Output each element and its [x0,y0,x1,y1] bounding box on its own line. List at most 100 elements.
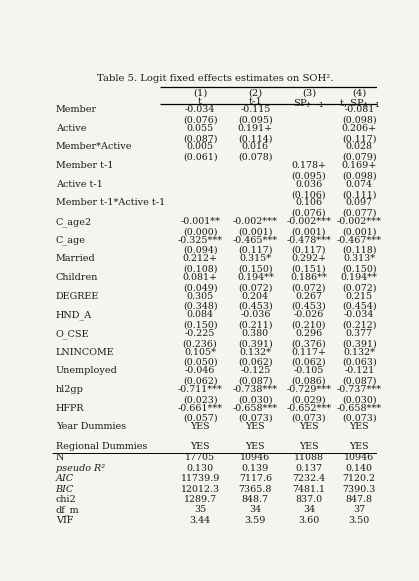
Text: DEGREE: DEGREE [56,292,99,300]
Text: 0.140: 0.140 [346,464,373,473]
Text: (0.117): (0.117) [238,246,273,255]
Text: 0.267: 0.267 [295,292,323,300]
Text: 0.380: 0.380 [242,329,269,338]
Text: 3.50: 3.50 [349,516,370,525]
Text: -0.026: -0.026 [294,310,324,320]
Text: -0.105: -0.105 [294,366,324,375]
Text: (0.072): (0.072) [238,284,273,292]
Text: 0.194**: 0.194** [341,273,378,282]
Text: 0.130: 0.130 [186,464,214,473]
Text: O_CSE: O_CSE [56,329,89,339]
Text: (2): (2) [248,88,262,97]
Text: LNINCOME: LNINCOME [56,347,114,357]
Text: -0.002***: -0.002*** [233,217,278,226]
Text: (0.000): (0.000) [183,227,217,236]
Text: YES: YES [246,442,265,451]
Text: (0.001): (0.001) [292,227,326,236]
Text: (0.094): (0.094) [183,246,217,255]
Text: (4): (4) [352,88,367,97]
Text: -0.711***: -0.711*** [178,385,222,394]
Text: 0.315*: 0.315* [239,254,272,263]
Text: (0.062): (0.062) [292,358,326,367]
Text: 12012.3: 12012.3 [181,485,220,494]
Text: 0.106: 0.106 [295,198,323,207]
Text: Active t-1: Active t-1 [56,180,103,189]
Text: 17705: 17705 [185,454,215,462]
Text: -0.001**: -0.001** [180,217,220,226]
Text: Member t-1*Active t-1: Member t-1*Active t-1 [56,198,165,207]
Text: 837.0: 837.0 [295,495,323,504]
Text: Unemployed: Unemployed [56,366,117,375]
Text: (0.073): (0.073) [292,414,326,423]
Text: 7232.4: 7232.4 [292,474,326,483]
Text: (0.236): (0.236) [183,339,217,348]
Text: -0.325***: -0.325*** [178,236,222,245]
Text: t-1: t-1 [248,97,262,106]
Text: 0.036: 0.036 [295,180,323,189]
Text: Children: Children [56,273,98,282]
Text: (0.062): (0.062) [183,376,217,386]
Text: -0.652***: -0.652*** [286,404,331,413]
Text: 3.59: 3.59 [245,516,266,525]
Text: 0.204: 0.204 [242,292,269,300]
Text: BIC: BIC [56,485,74,494]
Text: -0.478***: -0.478*** [287,236,331,245]
Text: (0.076): (0.076) [183,116,217,124]
Text: Member: Member [56,105,97,114]
Text: 35: 35 [194,505,206,514]
Text: 0.313*: 0.313* [343,254,375,263]
Text: (0.087): (0.087) [238,376,273,386]
Text: chi2: chi2 [56,495,76,504]
Text: Married: Married [56,254,96,263]
Text: (0.117): (0.117) [292,246,326,255]
Text: 0.132*: 0.132* [239,347,272,357]
Text: t: t [198,97,202,106]
Text: (0.210): (0.210) [292,321,326,329]
Text: -0.729***: -0.729*** [287,385,331,394]
Text: 0.191+: 0.191+ [238,124,273,132]
Text: (0.001): (0.001) [238,227,273,236]
Text: (0.150): (0.150) [238,265,273,274]
Text: (0.391): (0.391) [238,339,273,348]
Text: (0.118): (0.118) [342,246,377,255]
Text: 10946: 10946 [240,454,270,462]
Text: 0.139: 0.139 [242,464,269,473]
Text: hl2gp: hl2gp [56,385,83,394]
Text: -0.658***: -0.658*** [233,404,278,413]
Text: 0.055: 0.055 [186,124,214,132]
Text: -0.737***: -0.737*** [337,385,382,394]
Text: 37: 37 [353,505,365,514]
Text: YES: YES [190,422,210,431]
Text: -0.046: -0.046 [185,366,215,375]
Text: YES: YES [299,422,319,431]
Text: (0.106): (0.106) [292,190,326,199]
Text: (0.453): (0.453) [292,302,326,311]
Text: (0.114): (0.114) [238,134,273,143]
Text: (0.086): (0.086) [292,376,326,386]
Text: 0.215: 0.215 [346,292,373,300]
Text: (0.087): (0.087) [342,376,377,386]
Text: (0.117): (0.117) [342,134,377,143]
Text: -0.465***: -0.465*** [233,236,278,245]
Text: (0.023): (0.023) [183,395,217,404]
Text: 3.60: 3.60 [298,516,320,525]
Text: Regional Dummies: Regional Dummies [56,442,147,451]
Text: 7365.8: 7365.8 [239,485,272,494]
Text: pseudo R²: pseudo R² [56,464,105,473]
Text: (0.076): (0.076) [292,209,326,218]
Text: -0.115: -0.115 [240,105,271,114]
Text: 0.005: 0.005 [186,142,214,152]
Text: (0.095): (0.095) [238,116,273,124]
Text: YES: YES [246,422,265,431]
Text: (0.073): (0.073) [238,414,273,423]
Text: df_m: df_m [56,505,79,515]
Text: -0.467***: -0.467*** [337,236,382,245]
Text: 1289.7: 1289.7 [184,495,217,504]
Text: 0.292+: 0.292+ [291,254,326,263]
Text: 0.074: 0.074 [346,180,373,189]
Text: Member t-1: Member t-1 [56,161,113,170]
Text: (0.063): (0.063) [342,358,377,367]
Text: (0.453): (0.453) [238,302,273,311]
Text: (0.073): (0.073) [342,414,377,423]
Text: 11088: 11088 [294,454,324,462]
